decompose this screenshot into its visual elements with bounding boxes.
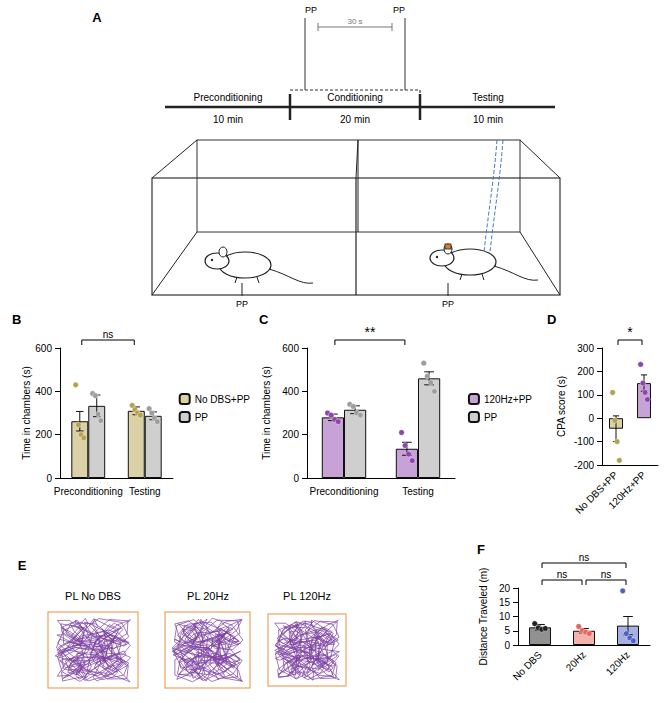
svg-text:ns: ns [579, 552, 590, 563]
svg-text:Time in chambers (s): Time in chambers (s) [21, 366, 32, 460]
svg-text:200: 200 [35, 429, 52, 440]
svg-text:C: C [259, 312, 269, 327]
svg-text:5: 5 [504, 625, 510, 636]
svg-text:Distance Traveled (m): Distance Traveled (m) [478, 568, 489, 666]
svg-text:PL No DBS: PL No DBS [65, 590, 121, 602]
svg-text:10: 10 [499, 611, 511, 622]
svg-text:200: 200 [282, 429, 299, 440]
svg-text:400: 400 [282, 386, 299, 397]
svg-text:120Hz+PP: 120Hz+PP [484, 394, 532, 405]
svg-text:10 min: 10 min [473, 114, 503, 125]
svg-text:ns: ns [557, 569, 568, 580]
svg-text:120Hz+PP: 120Hz+PP [606, 469, 648, 511]
svg-text:*: * [627, 324, 633, 340]
svg-text:PP: PP [442, 299, 454, 309]
svg-text:No DBS+PP: No DBS+PP [195, 394, 251, 405]
svg-text:Testing: Testing [402, 486, 434, 497]
svg-text:**: ** [364, 324, 375, 340]
svg-text:A: A [92, 10, 102, 25]
svg-text:0: 0 [293, 473, 299, 484]
svg-text:E: E [18, 558, 27, 573]
svg-text:400: 400 [35, 386, 52, 397]
svg-text:Preconditioning: Preconditioning [310, 486, 379, 497]
svg-text:15: 15 [499, 597, 511, 608]
svg-text:PL 120Hz: PL 120Hz [283, 590, 331, 602]
svg-text:Preconditioning: Preconditioning [54, 486, 123, 497]
svg-text:PL 20Hz: PL 20Hz [187, 590, 229, 602]
svg-text:20: 20 [499, 583, 511, 594]
svg-text:ns: ns [601, 569, 612, 580]
svg-text:600: 600 [35, 343, 52, 354]
svg-text:CPA score (s): CPA score (s) [556, 376, 567, 437]
svg-text:20 min: 20 min [340, 114, 370, 125]
svg-text:Conditioning: Conditioning [327, 92, 383, 103]
svg-text:F: F [477, 542, 485, 557]
svg-text:-100: -100 [574, 436, 594, 447]
svg-text:120Hz: 120Hz [604, 649, 632, 677]
svg-text:-200: -200 [574, 460, 594, 471]
svg-text:100: 100 [577, 389, 594, 400]
svg-text:PP: PP [195, 412, 209, 423]
svg-text:Time in chambers (s): Time in chambers (s) [261, 366, 272, 460]
svg-text:ns: ns [103, 329, 114, 340]
svg-text:0: 0 [46, 473, 52, 484]
svg-text:200: 200 [577, 366, 594, 377]
svg-text:No DBS: No DBS [511, 649, 545, 683]
svg-text:300: 300 [577, 343, 594, 354]
svg-text:Preconditioning: Preconditioning [194, 92, 263, 103]
svg-text:D: D [547, 312, 556, 327]
svg-text:PP: PP [484, 412, 498, 423]
svg-text:600: 600 [282, 343, 299, 354]
svg-text:Testing: Testing [129, 486, 161, 497]
svg-text:20Hz: 20Hz [564, 649, 588, 673]
svg-text:PP: PP [305, 5, 317, 15]
svg-text:Testing: Testing [472, 92, 504, 103]
svg-text:B: B [12, 312, 21, 327]
svg-text:PP: PP [236, 299, 248, 309]
svg-text:10 min: 10 min [213, 114, 243, 125]
svg-text:No DBS+PP: No DBS+PP [573, 469, 620, 516]
svg-text:PP: PP [393, 5, 405, 15]
svg-text:0: 0 [504, 640, 510, 651]
svg-text:30 s: 30 s [347, 17, 362, 26]
svg-text:0: 0 [588, 413, 594, 424]
